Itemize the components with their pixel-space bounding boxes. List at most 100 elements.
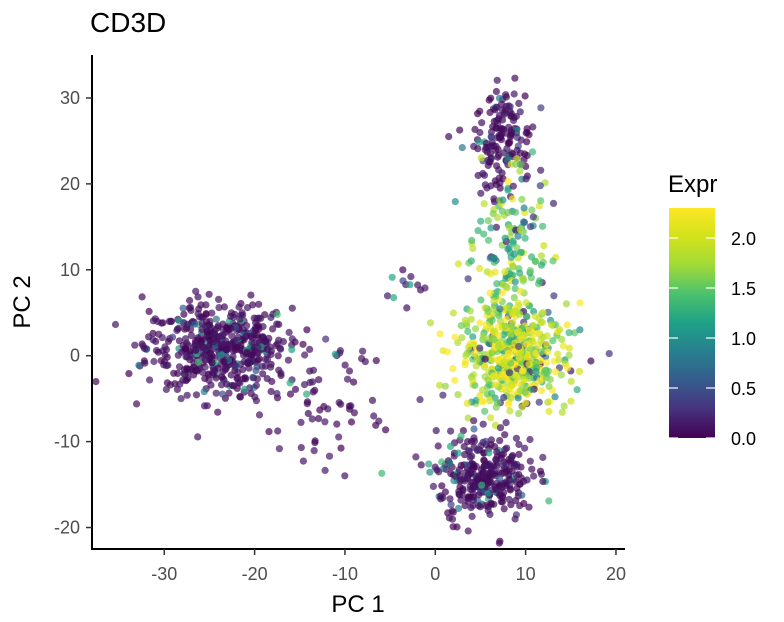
data-point	[145, 333, 153, 341]
data-point	[258, 362, 266, 370]
data-point	[497, 136, 505, 144]
data-point	[537, 348, 545, 356]
data-point	[388, 273, 396, 281]
data-point	[235, 303, 243, 311]
data-point	[557, 371, 565, 379]
data-point	[454, 338, 462, 347]
data-point	[464, 527, 472, 535]
data-point	[525, 360, 533, 368]
x-tick-label: 20	[606, 564, 626, 584]
data-point	[111, 320, 120, 329]
data-point	[472, 362, 480, 370]
data-point	[464, 414, 472, 422]
data-point	[571, 329, 579, 337]
x-tick-label: -20	[242, 564, 268, 584]
data-point	[492, 455, 500, 464]
data-point	[182, 345, 190, 353]
data-point	[494, 342, 503, 350]
data-point	[200, 402, 209, 410]
data-point	[474, 110, 482, 118]
data-point	[560, 402, 568, 410]
data-point	[206, 349, 214, 357]
data-point	[135, 361, 143, 369]
data-point	[465, 343, 473, 351]
data-point	[493, 162, 501, 170]
data-point	[463, 474, 471, 482]
data-point	[461, 316, 470, 324]
data-point	[454, 391, 462, 399]
data-point	[517, 248, 525, 256]
data-point	[587, 357, 595, 365]
data-point	[301, 351, 309, 359]
data-point	[183, 391, 191, 399]
data-point	[451, 376, 459, 384]
data-point	[337, 444, 345, 452]
data-point	[504, 245, 512, 253]
data-point	[573, 386, 581, 394]
data-point	[515, 99, 523, 107]
data-point	[303, 398, 312, 406]
data-point	[254, 343, 262, 351]
data-point	[496, 305, 504, 313]
data-point	[499, 196, 507, 204]
data-point	[525, 503, 533, 511]
data-point	[495, 115, 503, 123]
data-point	[222, 345, 230, 353]
data-point	[545, 382, 553, 390]
data-point	[504, 186, 512, 194]
data-point	[416, 396, 424, 404]
data-point	[243, 349, 252, 357]
data-point	[545, 497, 553, 505]
data-point	[549, 199, 558, 207]
data-point	[504, 139, 512, 147]
data-point	[194, 433, 202, 441]
data-point	[237, 341, 245, 349]
data-point	[232, 362, 240, 370]
data-point	[205, 290, 213, 298]
data-point	[426, 468, 434, 476]
data-point	[335, 433, 343, 441]
data-point	[480, 475, 488, 484]
data-point	[212, 315, 220, 323]
data-point	[177, 395, 185, 403]
y-axis-title: PC 2	[9, 275, 36, 328]
data-point	[441, 382, 449, 390]
data-point	[476, 128, 484, 137]
data-point	[175, 363, 184, 371]
data-point	[469, 493, 477, 501]
data-point	[490, 327, 498, 335]
data-point	[443, 348, 451, 356]
data-point	[218, 390, 226, 398]
data-point	[545, 407, 553, 415]
data-point	[518, 195, 526, 203]
data-point	[399, 266, 407, 274]
data-point	[543, 332, 551, 340]
data-point	[484, 308, 492, 316]
data-point	[509, 271, 517, 279]
data-point	[516, 226, 525, 234]
data-point	[417, 461, 425, 469]
data-point	[501, 268, 509, 276]
data-point	[537, 104, 545, 112]
data-point	[174, 351, 182, 359]
data-point	[474, 145, 482, 153]
data-point	[486, 108, 494, 117]
data-point	[487, 224, 495, 232]
data-point	[550, 292, 558, 300]
data-point	[206, 321, 214, 329]
data-point	[236, 393, 244, 401]
data-point	[412, 453, 420, 461]
data-point	[535, 398, 543, 406]
data-point	[92, 378, 100, 386]
data-point	[241, 385, 249, 393]
data-point	[476, 319, 484, 327]
data-point	[476, 344, 484, 352]
data-point	[192, 287, 200, 295]
y-tick-label: -20	[54, 518, 80, 538]
data-point	[247, 332, 255, 340]
data-point	[516, 108, 524, 116]
data-point	[516, 335, 524, 343]
data-point	[563, 364, 572, 372]
data-point	[509, 262, 517, 270]
data-point	[537, 197, 545, 205]
